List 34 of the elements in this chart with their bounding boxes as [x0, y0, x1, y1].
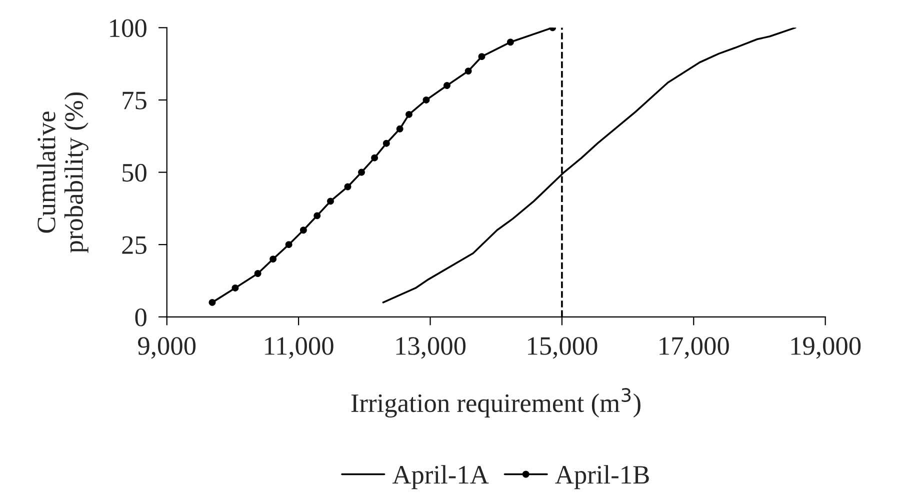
point	[406, 110, 412, 118]
point	[358, 168, 365, 176]
x-tick-label: 9,000	[138, 337, 196, 359]
y-tick-label: 50	[122, 164, 146, 182]
y-tick-label: 25	[122, 236, 146, 254]
point	[314, 212, 321, 220]
y-tick-label: 0	[135, 308, 146, 326]
point	[382, 140, 390, 147]
point	[396, 125, 404, 132]
x-tick-label: 17,000	[660, 337, 729, 359]
point	[478, 53, 486, 60]
point	[444, 82, 450, 89]
point	[422, 96, 430, 104]
point	[344, 183, 352, 190]
point	[506, 38, 514, 46]
y-tick-label: 100	[110, 19, 146, 38]
point	[464, 68, 472, 75]
point	[300, 226, 307, 234]
legend-label: April-1A	[392, 465, 489, 490]
point	[270, 256, 277, 263]
x-tick-label: 15,000	[528, 337, 598, 359]
x-tick-label: 13,000	[396, 337, 466, 359]
point	[327, 198, 334, 205]
y-axis-title: Cumulative probability (%)	[36, 92, 88, 253]
legend-label: April-1B	[555, 465, 649, 490]
x-tick-label: 19,000	[791, 337, 861, 359]
x-axis-title: Irrigation requirement (m$^{3}$)	[351, 388, 640, 418]
point	[371, 154, 378, 162]
point	[285, 241, 292, 248]
x-tick-label: 11,000	[265, 337, 334, 359]
point	[254, 270, 262, 277]
y-tick-label: 75	[122, 92, 146, 110]
point	[208, 298, 216, 306]
point	[232, 284, 239, 292]
